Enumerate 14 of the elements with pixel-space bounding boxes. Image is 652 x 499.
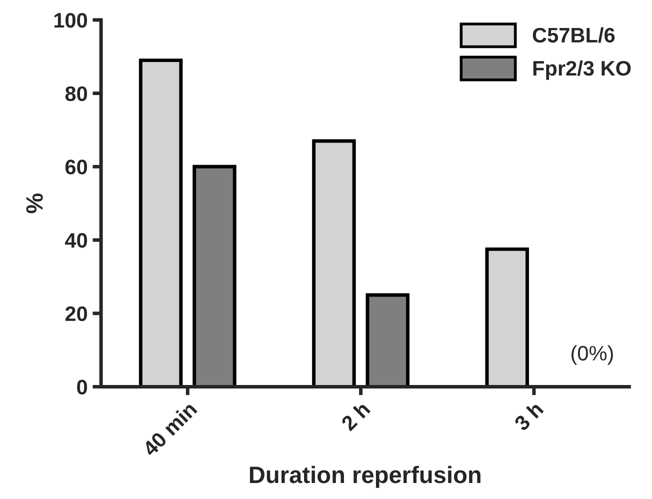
y-tick-label: 40	[65, 233, 88, 248]
x-axis-title: Duration reperfusion	[250, 466, 480, 488]
annotation: (0%)	[572, 345, 613, 365]
x-tick-label: 2 h	[340, 400, 371, 432]
y-tick-label: 80	[65, 86, 88, 102]
y-tick-label: 20	[65, 306, 88, 322]
legend-label: Fpr2/3 KO	[533, 60, 631, 80]
x-tick-label: 40 min	[141, 400, 198, 458]
y-tick-label: 100	[54, 12, 88, 28]
legend-label: C57BL/6	[532, 27, 615, 43]
x-tick-label: 3 h	[513, 400, 544, 432]
y-tick-label: 0	[77, 380, 88, 394]
y-axis-title: %	[26, 193, 43, 214]
y-tick-label: 60	[65, 160, 88, 174]
